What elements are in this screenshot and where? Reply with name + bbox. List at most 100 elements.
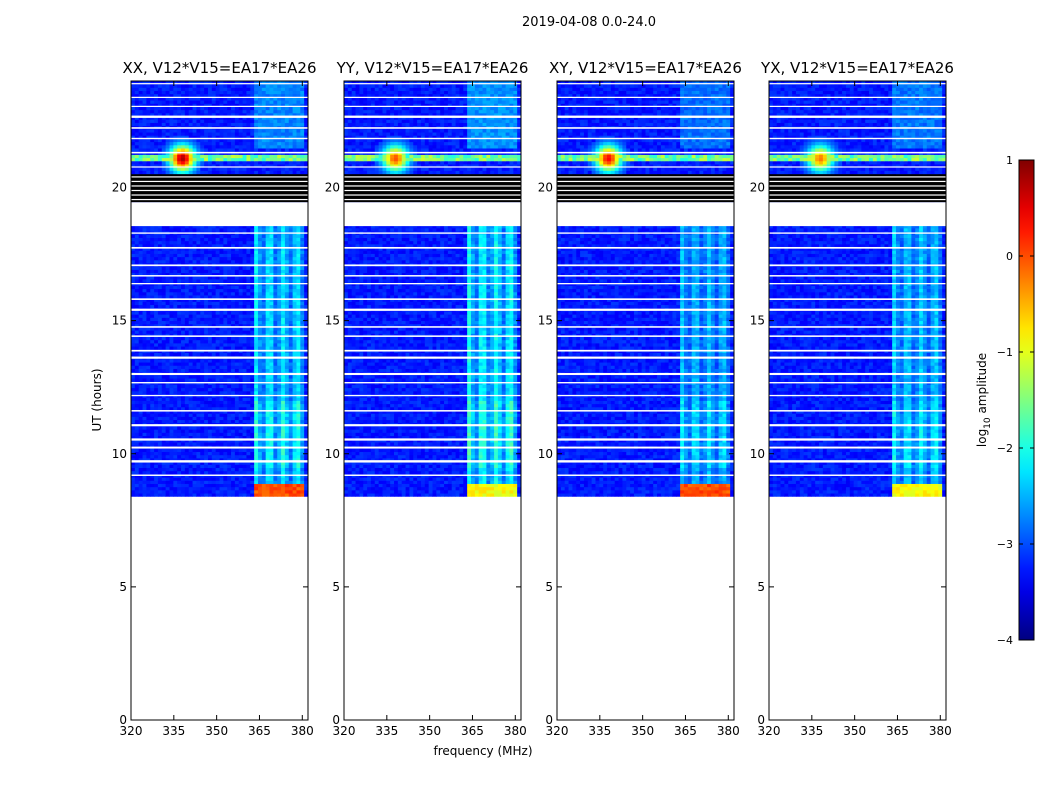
heatmap-cell	[223, 486, 228, 491]
heatmap-cell	[181, 247, 186, 251]
heatmap-cell	[157, 234, 163, 238]
heatmap-cell	[192, 224, 197, 229]
heatmap-cell	[142, 477, 147, 481]
heatmap-cell	[161, 285, 167, 290]
heatmap-cell	[261, 272, 267, 277]
heatmap-cell	[288, 435, 294, 440]
heatmap-cell	[296, 327, 301, 331]
heatmap-cell	[157, 489, 163, 494]
heatmap-cell	[215, 317, 220, 322]
heatmap-cell	[146, 317, 151, 322]
heatmap-cell	[181, 298, 186, 302]
heatmap-cell	[204, 272, 209, 277]
heatmap-cell	[257, 247, 263, 251]
heatmap-cell	[242, 275, 247, 280]
heatmap-cell	[234, 141, 240, 146]
heatmap-cell	[261, 237, 267, 242]
heatmap-cell	[261, 365, 267, 369]
heatmap-cell	[207, 285, 213, 290]
heatmap-cell	[261, 387, 267, 392]
heatmap-cell	[277, 358, 282, 363]
heatmap-cell	[173, 227, 178, 232]
heatmap-cell	[134, 298, 140, 302]
heatmap-cell	[204, 390, 209, 395]
heatmap-cell	[296, 291, 301, 296]
heatmap-cell	[196, 374, 201, 379]
heatmap-cell	[173, 323, 178, 328]
heatmap-cell	[196, 489, 201, 494]
heatmap-cell	[146, 480, 151, 484]
heatmap-cell	[192, 170, 197, 175]
heatmap-cell	[131, 167, 136, 171]
heatmap-cell	[246, 288, 251, 293]
heatmap-cell	[257, 167, 263, 171]
heatmap-cell	[142, 410, 147, 414]
heatmap-cell	[284, 330, 290, 334]
heatmap-cell	[254, 224, 259, 229]
heatmap-cell	[273, 489, 278, 494]
heatmap-cell	[146, 301, 151, 306]
heatmap-cell	[154, 339, 159, 344]
heatmap-cell	[177, 253, 182, 258]
heatmap-cell	[207, 327, 213, 331]
heatmap-cell	[192, 288, 197, 293]
heatmap-cell	[215, 237, 220, 242]
heatmap-cell	[246, 317, 251, 322]
heatmap-cell	[157, 358, 163, 363]
heatmap-cell	[154, 483, 159, 488]
heatmap-cell	[161, 352, 167, 357]
heatmap-cell	[200, 435, 205, 440]
heatmap-cell	[184, 413, 190, 417]
heatmap-cell	[257, 454, 263, 459]
heatmap-cell	[204, 378, 209, 382]
heatmap-cell	[196, 336, 201, 341]
heatmap-cell	[215, 250, 220, 254]
heatmap-cell	[219, 352, 224, 357]
heatmap-cell	[281, 362, 286, 366]
heatmap-cell	[281, 442, 286, 446]
heatmap-cell	[250, 406, 255, 411]
heatmap-cell	[150, 266, 155, 270]
heatmap-cell	[138, 413, 143, 417]
heatmap-cell	[157, 410, 163, 414]
heatmap-cell	[211, 416, 217, 421]
heatmap-cell	[304, 410, 308, 414]
heatmap-cell	[281, 167, 286, 171]
heatmap-cell	[269, 304, 274, 309]
heatmap-cell	[131, 253, 136, 258]
heatmap-cell	[134, 285, 140, 290]
heatmap-cell	[219, 406, 224, 411]
heatmap-cell	[269, 259, 274, 264]
heatmap-cell	[150, 269, 155, 274]
heatmap-cell	[261, 141, 267, 146]
heatmap-cell	[200, 301, 205, 306]
heatmap-cell	[284, 243, 290, 248]
heatmap-cell	[169, 317, 174, 322]
heatmap-cell	[288, 470, 294, 475]
heatmap-cell	[177, 157, 182, 162]
heatmap-cell	[227, 397, 232, 401]
heatmap-cell	[169, 483, 174, 488]
heatmap-cell	[219, 330, 224, 334]
heatmap-cell	[181, 266, 186, 270]
heatmap-cell	[269, 346, 274, 350]
heatmap-cell	[223, 160, 228, 165]
heatmap-cell	[254, 454, 259, 459]
heatmap-cell	[234, 288, 240, 293]
heatmap-cell	[269, 374, 274, 379]
heatmap-cell	[227, 419, 232, 424]
heatmap-cell	[181, 470, 186, 475]
heatmap-cell	[157, 240, 163, 245]
heatmap-cell	[284, 291, 290, 296]
heatmap-cell	[161, 467, 167, 472]
heatmap-cell	[211, 390, 217, 395]
heatmap-cell	[204, 256, 209, 261]
heatmap-cell	[154, 240, 159, 245]
heatmap-cell	[284, 365, 290, 369]
heatmap-cell	[211, 298, 217, 302]
heatmap-cell	[269, 135, 274, 139]
heatmap-cell	[157, 438, 163, 443]
heatmap-cell	[300, 410, 305, 414]
heatmap-cell	[184, 285, 190, 290]
heatmap-cell	[142, 243, 147, 248]
